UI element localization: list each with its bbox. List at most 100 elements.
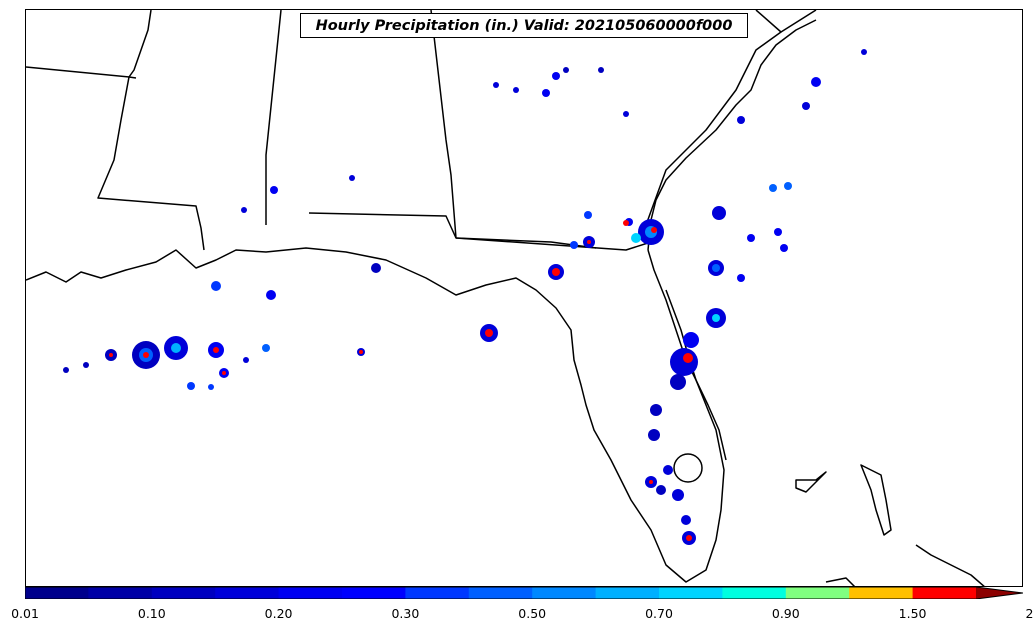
- cuba-coast: [915, 544, 985, 586]
- precip-cell: [648, 429, 660, 441]
- precip-cell: [584, 211, 592, 219]
- precip-cell: [737, 274, 745, 282]
- precip-cell: [570, 241, 578, 249]
- precip-cell: [774, 228, 782, 236]
- colorbar-segment: [88, 587, 153, 599]
- colorbar-tick-label: 0.30: [391, 606, 420, 621]
- precip-cell: [651, 227, 657, 233]
- coastline-gulf: [26, 247, 725, 583]
- precip-cell: [649, 480, 653, 484]
- coastline-fl-east: [665, 289, 727, 461]
- colorbar-segment: [595, 587, 660, 599]
- precip-cell: [211, 281, 221, 291]
- colorbar-extend-arrow: [976, 587, 1023, 599]
- map-title: Hourly Precipitation (in.) Valid: 202105…: [300, 13, 748, 38]
- precip-cell: [811, 77, 821, 87]
- precip-cell: [63, 367, 69, 373]
- precip-cell: [670, 348, 698, 376]
- precipitation-cells: [63, 49, 867, 545]
- colorbar-tick-label: 0.10: [137, 606, 166, 621]
- state-border-al-fl: [308, 212, 597, 249]
- precip-cell: [243, 357, 249, 363]
- precip-cell: [542, 89, 550, 97]
- state-border-al-ga: [265, 10, 282, 225]
- precip-cell: [83, 362, 89, 368]
- colorbar-tick-label: 0.20: [264, 606, 293, 621]
- precip-cell: [631, 233, 641, 243]
- bahamas-islands-2: [860, 464, 892, 536]
- precip-cell: [563, 67, 569, 73]
- state-border-ms-north: [97, 10, 205, 251]
- colorbar-segment: [912, 587, 977, 599]
- colorbar-tick-label: 0.01: [11, 606, 39, 621]
- precip-cell: [208, 384, 214, 390]
- lake-okeechobee: [673, 453, 703, 483]
- colorbar-segment: [215, 587, 280, 599]
- bahamas-islands: [795, 471, 827, 493]
- coastline-atlantic: [647, 19, 817, 251]
- precip-cell: [747, 234, 755, 242]
- precip-cell: [670, 374, 686, 390]
- colorbar-segment: [342, 587, 406, 599]
- precip-cell: [213, 347, 219, 353]
- colorbar-segment: [25, 587, 89, 599]
- precip-cell: [712, 264, 720, 272]
- precip-cell: [656, 485, 666, 495]
- precip-cell: [187, 382, 195, 390]
- precip-cell: [262, 344, 270, 352]
- colorbar-outline: [25, 587, 1023, 599]
- colorbar-tick-label: 0.50: [518, 606, 547, 621]
- precip-cell: [513, 87, 519, 93]
- precip-cell: [802, 102, 810, 110]
- precip-cell: [371, 263, 381, 273]
- state-border-ga-sc: [755, 10, 817, 33]
- precip-cell: [598, 67, 604, 73]
- precip-cell: [683, 332, 699, 348]
- precip-cell: [623, 220, 629, 226]
- precip-cell: [143, 352, 149, 358]
- precip-cell: [737, 116, 745, 124]
- precip-cell: [780, 244, 788, 252]
- state-border-ms-al: [26, 66, 137, 79]
- precip-cell: [681, 515, 691, 525]
- precip-cell: [587, 240, 591, 244]
- colorbar-tick-label: 1.50: [898, 606, 927, 621]
- state-border-ga-sc2: [645, 31, 782, 226]
- precipitation-map: [26, 10, 985, 586]
- precip-cell: [769, 184, 777, 192]
- precip-cell: [552, 268, 560, 276]
- precip-cell: [266, 290, 276, 300]
- precip-cell: [712, 314, 720, 322]
- keys-islands: [825, 577, 856, 586]
- precip-cell: [650, 404, 662, 416]
- colorbar-segment: [278, 587, 343, 599]
- colorbar-segment: [532, 587, 597, 599]
- colorbar-segment: [151, 587, 216, 599]
- precip-cell: [485, 329, 493, 337]
- precip-cell: [552, 72, 560, 80]
- precip-cell: [686, 535, 692, 541]
- precip-cell: [359, 350, 363, 354]
- precip-cell: [270, 186, 278, 194]
- precip-cell: [712, 206, 726, 220]
- precip-cell: [109, 353, 113, 357]
- precip-cell: [683, 353, 693, 363]
- precip-cell: [241, 207, 247, 213]
- precip-cell: [493, 82, 499, 88]
- colorbar-segment: [659, 587, 723, 599]
- precip-cell: [171, 343, 181, 353]
- precip-cell: [222, 371, 226, 375]
- colorbar-segment: [785, 587, 850, 599]
- political-boundaries: [26, 10, 985, 586]
- colorbar-segment: [849, 587, 914, 599]
- map-frame: [25, 9, 1023, 587]
- colorbar-tick-label: 2.50: [1025, 606, 1033, 621]
- precip-cell: [349, 175, 355, 181]
- state-border-ga-fl: [455, 237, 652, 251]
- colorbar: [25, 587, 1023, 599]
- precip-cell: [663, 465, 673, 475]
- precip-cell: [861, 49, 867, 55]
- colorbar-segment: [722, 587, 787, 599]
- precip-cell: [784, 182, 792, 190]
- precip-cell: [672, 489, 684, 501]
